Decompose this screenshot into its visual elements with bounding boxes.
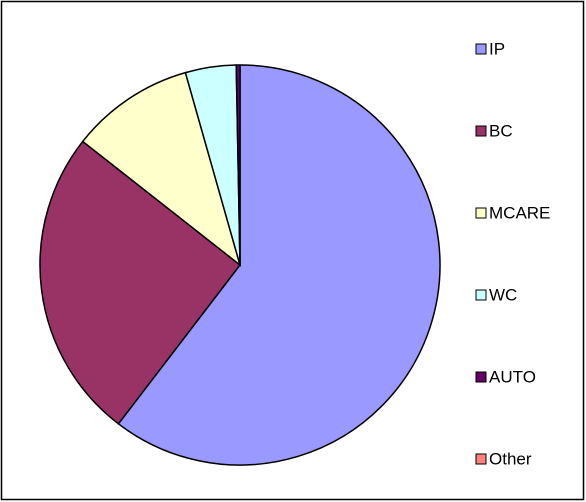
legend-swatch: [475, 43, 487, 55]
legend-swatch: [475, 125, 487, 137]
pie-slice: [117, 64, 441, 466]
legend-label: AUTO: [489, 367, 536, 386]
legend-swatch: [475, 453, 487, 465]
legend-swatch: [475, 289, 487, 301]
legend-label: BC: [489, 121, 513, 140]
pie-slice: [235, 64, 241, 266]
legend-label: WC: [489, 285, 517, 304]
legend-swatch: [475, 207, 487, 219]
legend-label: MCARE: [489, 203, 550, 222]
legend-label: IP: [489, 39, 505, 58]
pie-slice: [39, 140, 242, 425]
legend-label: Other: [489, 449, 532, 468]
pie-slice: [81, 71, 242, 268]
legend-swatch: [475, 371, 487, 383]
